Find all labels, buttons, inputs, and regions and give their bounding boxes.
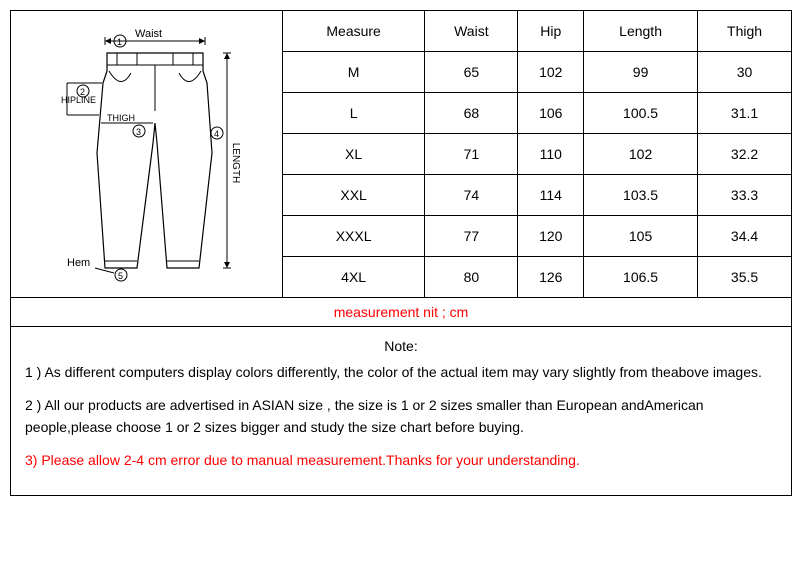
pants-diagram-cell: Waist 1 HIP [11, 11, 283, 297]
top-row: Waist 1 HIP [11, 11, 791, 298]
col-length: Length [584, 11, 698, 52]
hem-label: Hem [67, 257, 90, 269]
note-line-1: 1 ) As different computers display color… [25, 361, 777, 383]
hipline-label: HIPLINE [61, 95, 96, 105]
notes-section: Note: 1 ) As different computers display… [11, 327, 791, 495]
col-measure: Measure [283, 11, 425, 52]
note-line-2: 2 ) All our products are advertised in A… [25, 394, 777, 439]
thigh-label: THIGH [107, 113, 135, 123]
pants-diagram-icon: Waist 1 HIP [17, 23, 277, 285]
note-title: Note: [25, 335, 777, 357]
table-row: XXXL 77 120 105 34.4 [283, 216, 791, 257]
svg-text:2: 2 [80, 87, 85, 97]
table-row: XXL 74 114 103.5 33.3 [283, 175, 791, 216]
svg-text:5: 5 [118, 271, 123, 281]
col-thigh: Thigh [698, 11, 791, 52]
note-line-3: 3) Please allow 2-4 cm error due to manu… [25, 449, 777, 471]
svg-text:3: 3 [136, 127, 141, 137]
col-hip: Hip [518, 11, 584, 52]
table-row: XL 71 110 102 32.2 [283, 134, 791, 175]
unit-note: measurement nit ; cm [11, 298, 791, 327]
col-waist: Waist [425, 11, 518, 52]
size-chart-container: Waist 1 HIP [10, 10, 792, 496]
svg-text:1: 1 [117, 37, 122, 47]
table-row: M 65 102 99 30 [283, 52, 791, 93]
table-row: L 68 106 100.5 31.1 [283, 93, 791, 134]
size-table: Measure Waist Hip Length Thigh M 65 102 … [283, 11, 791, 297]
table-row: 4XL 80 126 106.5 35.5 [283, 257, 791, 298]
svg-text:4: 4 [214, 129, 219, 139]
waist-label: Waist [135, 28, 162, 40]
table-header-row: Measure Waist Hip Length Thigh [283, 11, 791, 52]
length-label: LENGTH [230, 143, 241, 184]
